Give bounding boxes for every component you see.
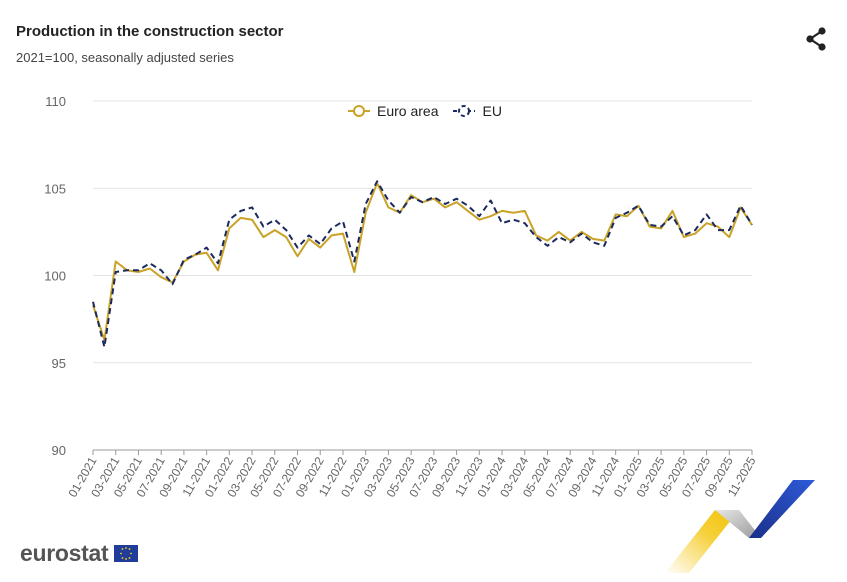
y-axis-ticks: 90 95 100 105 110 [44, 94, 66, 458]
series-line-eu[interactable] [92, 180, 753, 348]
chart-legend: Euro area EU [347, 103, 502, 119]
x-axis-ticks: 01-202103-202105-202107-202109-202111-20… [65, 450, 759, 500]
legend-marker-euro-area [348, 105, 370, 117]
share-icon[interactable] [803, 26, 829, 52]
legend-label-euro-area: Euro area [377, 103, 439, 119]
y-tick-label: 100 [44, 269, 66, 284]
legend-item-euro-area[interactable]: Euro area [347, 103, 438, 119]
eurostat-logo: eurostat [20, 540, 139, 567]
eurostat-brand-graphic [665, 480, 815, 573]
y-tick-label: 105 [44, 181, 66, 196]
legend-marker-eu [453, 105, 476, 117]
chart-grid [93, 100, 752, 364]
y-tick-label: 95 [52, 356, 66, 371]
logo-text: eurostat [20, 540, 109, 566]
chart-title: Production in the construction sector [16, 23, 284, 40]
legend-item-eu[interactable]: EU [452, 103, 502, 119]
y-tick-label: 110 [45, 94, 66, 109]
chart-subtitle: 2021=100, seasonally adjusted series [16, 50, 234, 65]
chart-series [92, 180, 753, 348]
series-line-euro-area[interactable] [92, 182, 753, 342]
y-tick-label: 90 [52, 443, 66, 458]
legend-label-eu: EU [482, 103, 502, 119]
eu-flag-icon [114, 545, 139, 562]
